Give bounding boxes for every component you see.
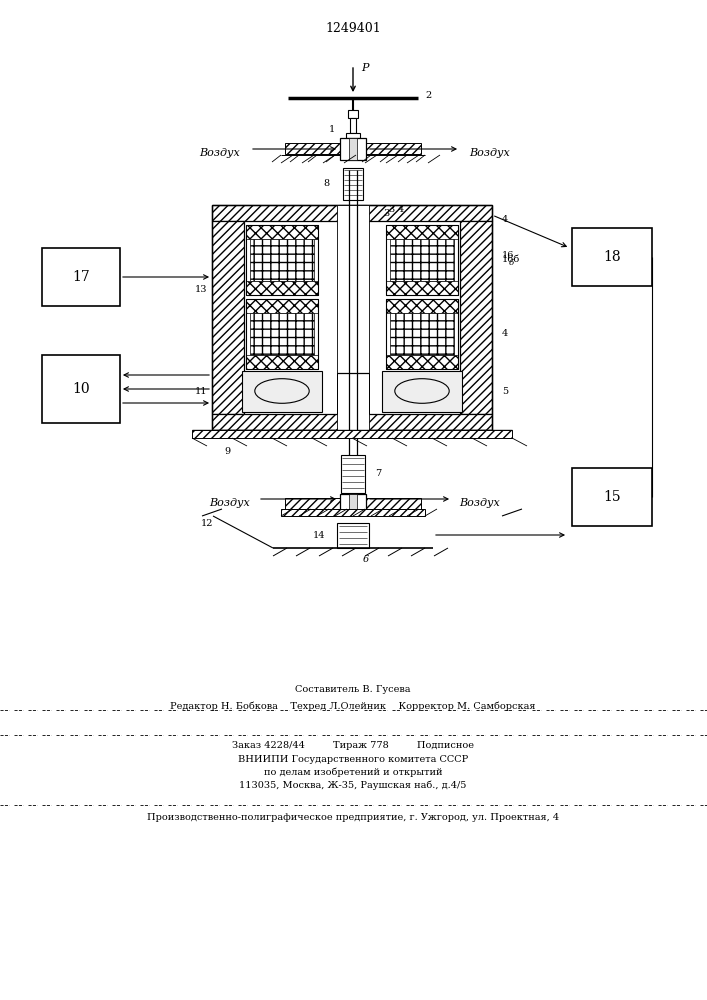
Text: Воздух: Воздух — [460, 498, 501, 508]
Bar — [386, 225, 458, 295]
Text: 16: 16 — [502, 250, 515, 259]
Bar — [242, 371, 322, 412]
Bar — [348, 110, 358, 118]
Text: Воздух: Воздух — [469, 148, 510, 158]
Bar — [390, 239, 454, 281]
Text: 12: 12 — [201, 518, 213, 528]
Text: 1249401: 1249401 — [325, 21, 381, 34]
Bar — [337, 205, 369, 430]
Bar — [281, 509, 425, 516]
Bar — [246, 355, 318, 369]
Bar — [192, 430, 512, 438]
Bar — [346, 133, 360, 138]
Text: 7: 7 — [375, 470, 381, 479]
Bar — [250, 313, 314, 355]
Text: 18: 18 — [603, 250, 621, 264]
Bar — [250, 239, 314, 281]
Text: 4: 4 — [502, 330, 508, 338]
Bar — [366, 498, 421, 509]
Bar — [382, 371, 462, 412]
Text: P: P — [361, 63, 368, 73]
Text: 9: 9 — [224, 448, 230, 456]
Text: 8: 8 — [323, 178, 329, 188]
Bar — [349, 494, 357, 514]
Text: 11: 11 — [194, 386, 207, 395]
Text: 14: 14 — [312, 530, 325, 540]
Bar — [246, 225, 318, 295]
Text: б: б — [509, 259, 514, 267]
Bar — [212, 205, 492, 221]
Bar — [285, 143, 340, 154]
Bar — [212, 414, 492, 430]
Text: ВНИИПИ Государственного комитета СССР: ВНИИПИ Государственного комитета СССР — [238, 754, 468, 764]
Bar — [341, 455, 365, 493]
Bar — [42, 248, 120, 306]
Bar — [386, 299, 458, 313]
Bar — [246, 299, 318, 313]
Bar — [349, 138, 357, 160]
Bar — [366, 143, 421, 154]
Bar — [386, 299, 458, 369]
Bar — [572, 468, 652, 526]
Bar — [212, 221, 244, 414]
Text: 113035, Москва, Ж-35, Раушская наб., д.4/5: 113035, Москва, Ж-35, Раушская наб., д.4… — [239, 780, 467, 790]
Bar — [386, 281, 458, 295]
Text: 2: 2 — [425, 92, 431, 101]
Text: 10: 10 — [72, 382, 90, 396]
Text: Воздух: Воздух — [209, 498, 250, 508]
Bar — [343, 168, 363, 200]
Text: 16б: 16б — [502, 255, 520, 264]
Text: 3: 3 — [388, 206, 395, 215]
Text: Заказ 4228/44         Тираж 778         Подписное: Заказ 4228/44 Тираж 778 Подписное — [232, 740, 474, 750]
Text: 4: 4 — [502, 216, 508, 225]
Text: 17: 17 — [72, 270, 90, 284]
Text: по делам изобретений и открытий: по делам изобретений и открытий — [264, 767, 443, 777]
Bar — [572, 228, 652, 286]
Text: Производственно-полиграфическое предприятие, г. Ужгород, ул. Проектная, 4: Производственно-полиграфическое предприя… — [147, 814, 559, 822]
Bar — [340, 494, 366, 514]
Text: 1: 1 — [329, 125, 335, 134]
Bar — [285, 498, 340, 509]
Text: 3: 3 — [383, 209, 390, 218]
Bar — [341, 206, 365, 214]
Text: 15: 15 — [603, 490, 621, 504]
Bar — [42, 355, 120, 423]
Text: 6: 6 — [363, 556, 369, 564]
Text: Воздух: Воздух — [199, 148, 240, 158]
Bar — [337, 523, 369, 548]
Text: Редактор Н. Бобкова    Техред Л.Олейник    Корректор М. Самборская: Редактор Н. Бобкова Техред Л.Олейник Кор… — [170, 701, 536, 711]
Text: Составитель В. Гусева: Составитель В. Гусева — [296, 686, 411, 694]
Bar — [386, 355, 458, 369]
Bar — [390, 313, 454, 355]
Bar — [246, 225, 318, 239]
Text: 13: 13 — [194, 284, 207, 294]
Text: 5: 5 — [502, 386, 508, 395]
Bar — [340, 138, 366, 160]
Bar — [339, 205, 367, 225]
Text: 4: 4 — [398, 205, 404, 214]
Bar — [246, 299, 318, 369]
Bar — [386, 225, 458, 239]
Bar — [246, 281, 318, 295]
Bar — [460, 221, 492, 414]
Bar — [350, 118, 356, 133]
